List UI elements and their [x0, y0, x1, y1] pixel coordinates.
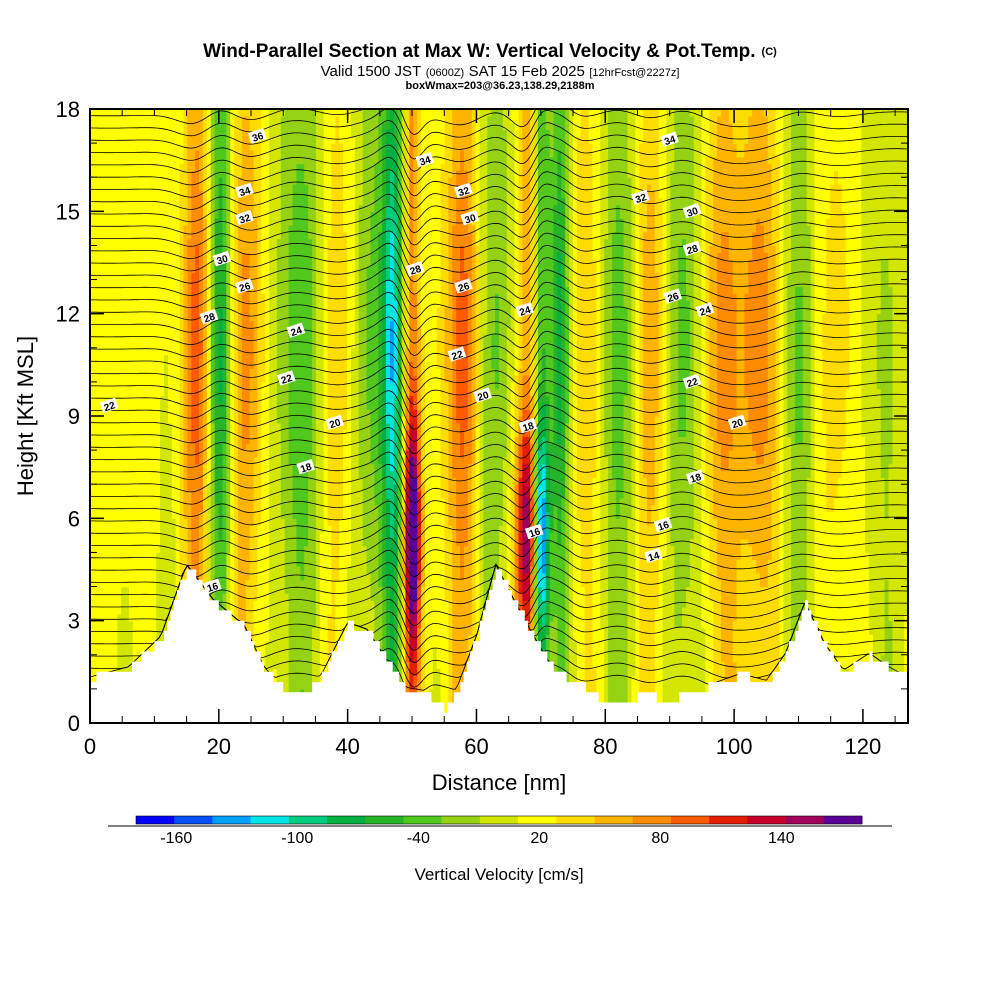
x-axis-label: Distance [nm]: [432, 770, 567, 795]
colorbar-swatch: [556, 816, 595, 824]
x-tick-label: 60: [464, 734, 488, 759]
x-tick-label: 120: [845, 734, 882, 759]
colorbar-tick-label: 80: [651, 830, 669, 847]
y-tick-label: 12: [56, 302, 80, 327]
colorbar-swatch: [595, 816, 634, 824]
colorbar-tick-label: -100: [281, 830, 313, 847]
x-tick-label: 0: [84, 734, 96, 759]
colorbar-swatch: [518, 816, 557, 824]
x-tick-label: 20: [207, 734, 231, 759]
chart-subtitle-box: boxWmax=203@36.23,138.29,2188m: [406, 80, 595, 92]
colorbar-tick-label: 20: [530, 830, 548, 847]
x-tick-label: 40: [335, 734, 359, 759]
colorbar-swatch: [786, 816, 825, 824]
colorbar-swatch: [480, 816, 519, 824]
y-tick-label: 15: [56, 199, 80, 224]
y-tick-label: 0: [68, 711, 80, 736]
colorbar-swatch: [633, 816, 672, 824]
colorbar-swatch: [747, 816, 786, 824]
x-tick-label: 80: [593, 734, 617, 759]
chart-title: Wind-Parallel Section at Max W: Vertical…: [203, 41, 777, 62]
colorbar-swatch: [289, 816, 328, 824]
colorbar-swatch: [251, 816, 290, 824]
y-axis-label: Height [Kft MSL]: [13, 336, 38, 496]
colorbar-swatch: [212, 816, 251, 824]
x-tick-label: 100: [716, 734, 753, 759]
colorbar: -160 -100 -40 20 80 140: [108, 816, 892, 847]
chart-subtitle-valid: Valid 1500 JST (0600Z) SAT 15 Feb 2025 […: [321, 63, 680, 80]
colorbar-swatch: [442, 816, 481, 824]
colorbar-swatch: [136, 816, 175, 824]
colorbar-swatch: [174, 816, 213, 824]
y-tick-label: 6: [68, 506, 80, 531]
colorbar-tick-label: -40: [407, 830, 430, 847]
colorbar-swatch: [327, 816, 366, 824]
colorbar-tick-label: 140: [768, 830, 795, 847]
colorbar-label: Vertical Velocity [cm/s]: [414, 865, 583, 884]
colorbar-swatch: [709, 816, 748, 824]
colorbar-swatch: [365, 816, 404, 824]
y-tick-label: 3: [68, 609, 80, 634]
colorbar-swatch: [671, 816, 710, 824]
colorbar-swatch: [403, 816, 442, 824]
y-tick-label: 9: [68, 404, 80, 429]
y-tick-label: 18: [56, 97, 80, 122]
colorbar-swatch: [824, 816, 863, 824]
colorbar-tick-label: -160: [160, 830, 192, 847]
